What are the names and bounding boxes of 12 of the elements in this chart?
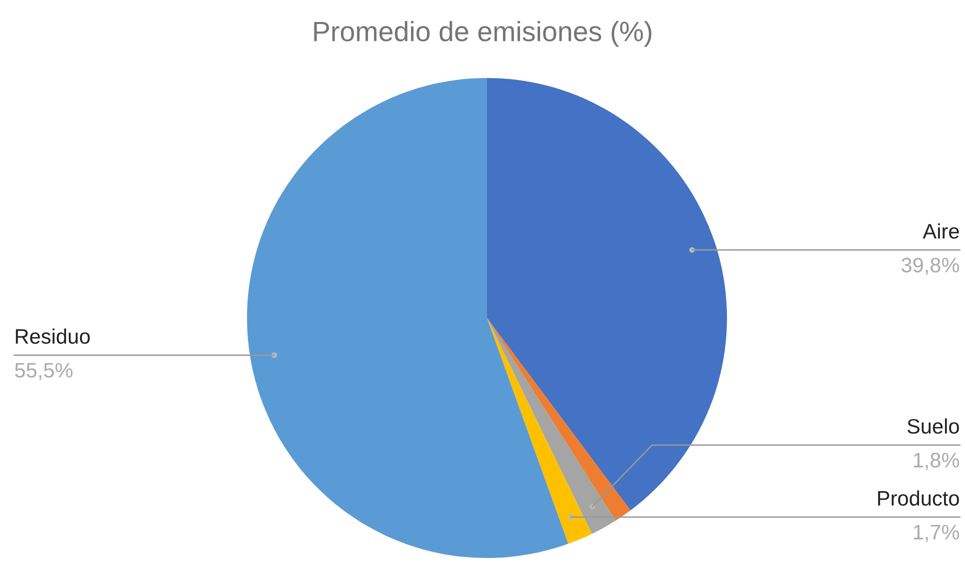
chart-title: Promedio de emisiones (%) <box>314 20 652 47</box>
data-label: 39,8% <box>902 258 960 275</box>
pie-slice <box>487 78 727 510</box>
data-label: 55,5% <box>15 362 73 380</box>
slice-label: Producto <box>878 490 959 506</box>
slice-label: Suelo <box>907 418 959 434</box>
pie-slice <box>247 78 568 558</box>
data-label: 1,7% <box>914 524 960 542</box>
pie-slice <box>487 318 592 544</box>
data-label: 1,8% <box>914 452 960 470</box>
slice-label: Residuo <box>16 328 90 344</box>
slice-label: Aire <box>922 223 959 239</box>
